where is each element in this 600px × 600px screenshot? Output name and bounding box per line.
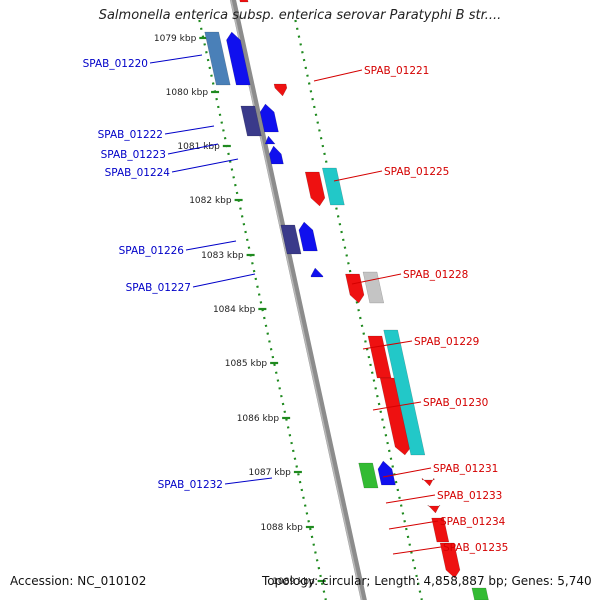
kbp-label: 1084 kbp <box>213 305 256 315</box>
gene-arrow-blue-small <box>310 267 324 278</box>
gene-label-spab-01222: SPAB_01222 <box>98 129 163 141</box>
gene-arrow-blue <box>269 145 284 165</box>
backbone-line <box>229 0 367 600</box>
gene-bar-dark-blue <box>280 224 302 255</box>
label-leader-line <box>388 520 439 530</box>
kbp-label: 1080 kbp <box>166 88 209 98</box>
gene-bar-gray <box>362 271 385 304</box>
kbp-label: 1089 kbp <box>272 577 315 587</box>
gene-bar-green <box>471 587 489 600</box>
label-leader-line <box>192 273 256 288</box>
topology-text: Topology: circular; Length: 4,858,887 bp… <box>262 574 592 588</box>
kbp-label: 1087 kbp <box>248 468 291 478</box>
label-leader-line <box>167 143 219 155</box>
gene-label-spab-01223: SPAB_01223 <box>101 149 166 161</box>
gene-bar-cyan <box>322 167 345 206</box>
gene-label-spab-01229: SPAB_01229 <box>414 336 479 348</box>
gene-label-spab-01233: SPAB_01233 <box>437 490 502 502</box>
gene-label-spab-01220: SPAB_01220 <box>83 58 148 70</box>
label-leader-line <box>149 54 203 64</box>
kbp-label: 1086 kbp <box>237 414 280 424</box>
label-leader-line <box>333 170 383 182</box>
gene-bar-red-top <box>239 0 249 3</box>
gene-label-spab-01228: SPAB_01228 <box>403 269 468 281</box>
label-leader-line <box>372 401 422 411</box>
gene-label-spab-01235: SPAB_01235 <box>443 542 508 554</box>
gene-arrow-red <box>439 542 461 579</box>
gene-label-spab-01224: SPAB_01224 <box>105 167 171 179</box>
gene-label-spab-01231: SPAB_01231 <box>433 463 498 475</box>
gene-bar-dark-blue <box>240 105 262 137</box>
kbp-label: 1088 kbp <box>260 523 303 533</box>
gene-label-spab-01232: SPAB_01232 <box>158 479 223 491</box>
label-leader-line <box>392 546 442 555</box>
gene-features <box>204 0 489 600</box>
gene-label-spab-01225: SPAB_01225 <box>384 166 449 178</box>
gene-arrow-red <box>345 273 365 304</box>
gene-arrow-red <box>304 171 326 207</box>
label-leader-line <box>385 494 436 504</box>
kbp-label: 1079 kbp <box>154 34 197 44</box>
label-leader-line <box>164 125 215 135</box>
label-leader-line <box>171 158 239 173</box>
gene-label-spab-01221: SPAB_01221 <box>364 65 429 77</box>
backbone-highlight <box>230 0 363 600</box>
gene-bar-red <box>431 517 450 543</box>
gene-label-spab-01226: SPAB_01226 <box>119 245 185 257</box>
kbp-label: 1082 kbp <box>189 196 232 206</box>
accession-text: Accession: NC_010102 <box>10 574 147 588</box>
label-leader-line <box>382 467 432 478</box>
backbone <box>229 0 367 600</box>
kbp-ticks: 1079 kbp 1080 kbp 1081 kbp 1082 kbp 1083 kbp… <box>154 34 326 587</box>
gene-arrow-red-small <box>421 477 435 487</box>
gene-bar-steel <box>204 31 231 86</box>
genome-title: Salmonella enterica subsp. enterica sero… <box>98 8 502 23</box>
gene-arrow-blue <box>298 221 318 252</box>
gene-arrow-blue <box>377 460 396 486</box>
kbp-label: 1081 kbp <box>177 142 220 152</box>
kbp-label: 1085 kbp <box>225 359 268 369</box>
gene-arrow-blue-small <box>264 135 276 145</box>
kbp-label: 1083 kbp <box>201 251 244 261</box>
gene-arrow-red <box>379 377 412 456</box>
gene-bar-cyan <box>383 329 426 456</box>
gene-arrow-red <box>273 83 288 97</box>
label-leader-line <box>362 340 413 350</box>
gene-arrow-blue <box>259 103 279 133</box>
label-leader-line <box>185 240 237 251</box>
gene-labels: SPAB_01220 SPAB_01222 SPAB_01223 SPAB_01224… <box>83 54 508 555</box>
gene-arrow-blue <box>226 31 251 86</box>
label-leader-line <box>224 477 273 485</box>
gene-label-spab-01234: SPAB_01234 <box>440 516 506 528</box>
label-leader-line <box>313 69 363 82</box>
label-leader-line <box>351 273 402 285</box>
gene-label-spab-01227: SPAB_01227 <box>126 282 191 294</box>
right-scale-track <box>294 19 423 600</box>
gene-label-spab-01230: SPAB_01230 <box>423 397 488 409</box>
gene-bar-green <box>358 462 379 489</box>
gene-arrow-red-small <box>427 504 441 514</box>
